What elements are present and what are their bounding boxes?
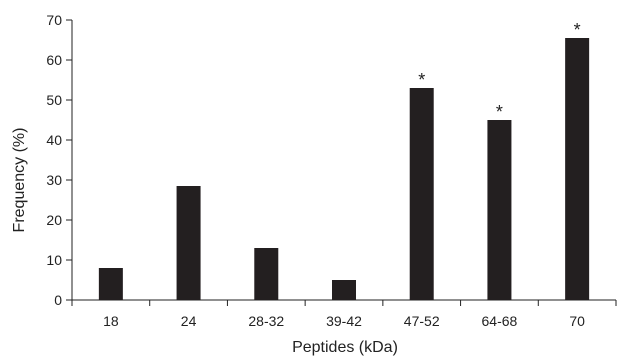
y-tick-label: 60 (46, 52, 62, 68)
x-tick-label: 18 (103, 313, 119, 329)
y-tick-label: 50 (46, 92, 62, 108)
bar (98, 268, 123, 300)
x-axis-title: Peptides (kDa) (292, 339, 398, 356)
x-axis: 18 24 28-32 39-42 47-52 64-68 70 (71, 299, 617, 329)
y-tick-label: 0 (54, 292, 62, 308)
significance-markers: * * * (418, 20, 580, 122)
y-tick-label: 40 (46, 132, 62, 148)
x-tick-label: 28-32 (248, 313, 284, 329)
y-axis: 0 10 20 30 40 50 60 70 (46, 12, 73, 308)
significance-asterisk: * (418, 70, 425, 90)
x-tick-label: 64-68 (482, 313, 518, 329)
significance-asterisk: * (496, 102, 503, 122)
bar (487, 120, 512, 300)
bar (254, 248, 279, 300)
significance-asterisk: * (574, 20, 581, 40)
bar (565, 38, 590, 300)
x-tick-label: 24 (181, 313, 197, 329)
x-tick-label: 70 (569, 313, 585, 329)
bar (176, 186, 201, 300)
x-tick-label: 39-42 (326, 313, 362, 329)
bars (98, 38, 590, 300)
y-tick-label: 30 (46, 172, 62, 188)
y-tick-label: 70 (46, 12, 62, 28)
bar (332, 280, 356, 300)
y-axis-title: Frequency (%) (11, 128, 28, 233)
x-tick-label: 47-52 (404, 313, 440, 329)
y-tick-label: 20 (46, 212, 62, 228)
y-tick-label: 10 (46, 252, 62, 268)
bar (409, 88, 434, 300)
